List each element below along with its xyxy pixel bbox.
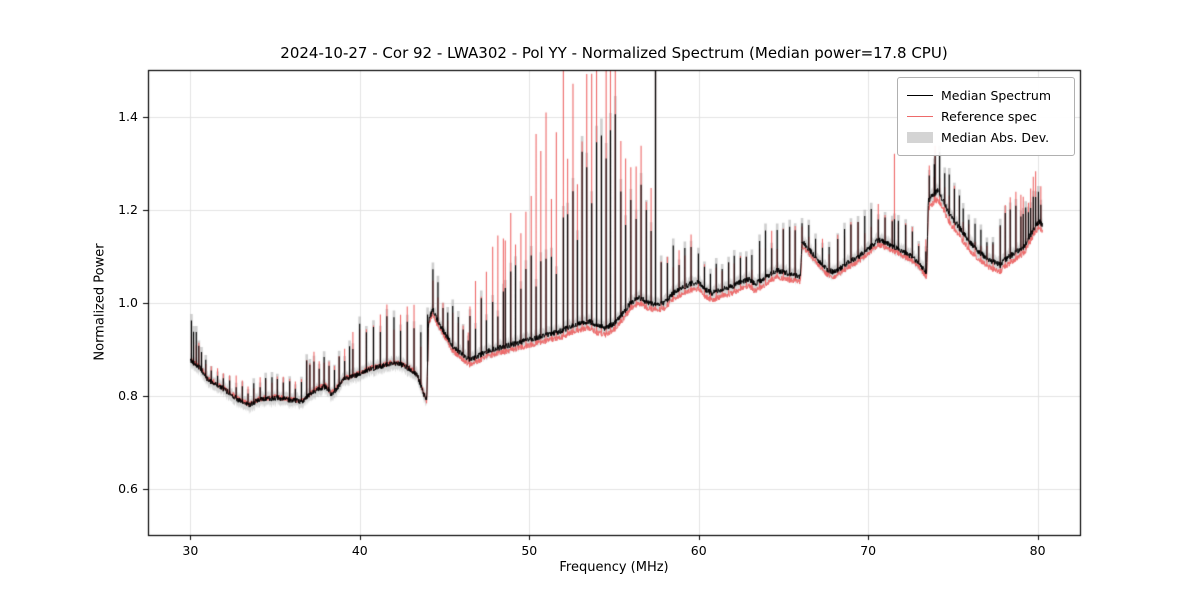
y-tick-label: 1.0 bbox=[118, 294, 138, 310]
x-tick-label: 40 bbox=[351, 543, 368, 558]
legend-label: Median Spectrum bbox=[941, 88, 1052, 103]
x-tick-label: 60 bbox=[690, 543, 707, 558]
reference-line-swatch bbox=[907, 116, 933, 117]
median-line-swatch bbox=[907, 95, 933, 96]
x-axis-label: Frequency (MHz) bbox=[559, 560, 669, 575]
legend-item-median-spectrum: Median Spectrum bbox=[907, 85, 1064, 106]
legend-item-median-abs-dev: Median Abs. Dev. bbox=[907, 127, 1064, 148]
y-tick-label: 1.4 bbox=[118, 108, 138, 124]
legend-label: Median Abs. Dev. bbox=[941, 130, 1050, 145]
x-tick-label: 30 bbox=[182, 543, 199, 558]
x-tick-label: 70 bbox=[860, 543, 877, 558]
legend-item-reference-spec: Reference spec bbox=[907, 106, 1064, 127]
x-tick-label: 50 bbox=[521, 543, 538, 558]
legend-label: Reference spec bbox=[941, 109, 1037, 124]
legend: Median Spectrum Reference spec Median Ab… bbox=[897, 77, 1075, 156]
mad-band-swatch bbox=[907, 132, 933, 143]
y-tick-label: 1.2 bbox=[118, 201, 138, 217]
y-tick-label: 0.8 bbox=[118, 387, 138, 403]
y-tick-label: 0.6 bbox=[118, 480, 138, 496]
chart-title: 2024-10-27 - Cor 92 - LWA302 - Pol YY - … bbox=[280, 44, 948, 62]
x-tick-label: 80 bbox=[1029, 543, 1046, 558]
